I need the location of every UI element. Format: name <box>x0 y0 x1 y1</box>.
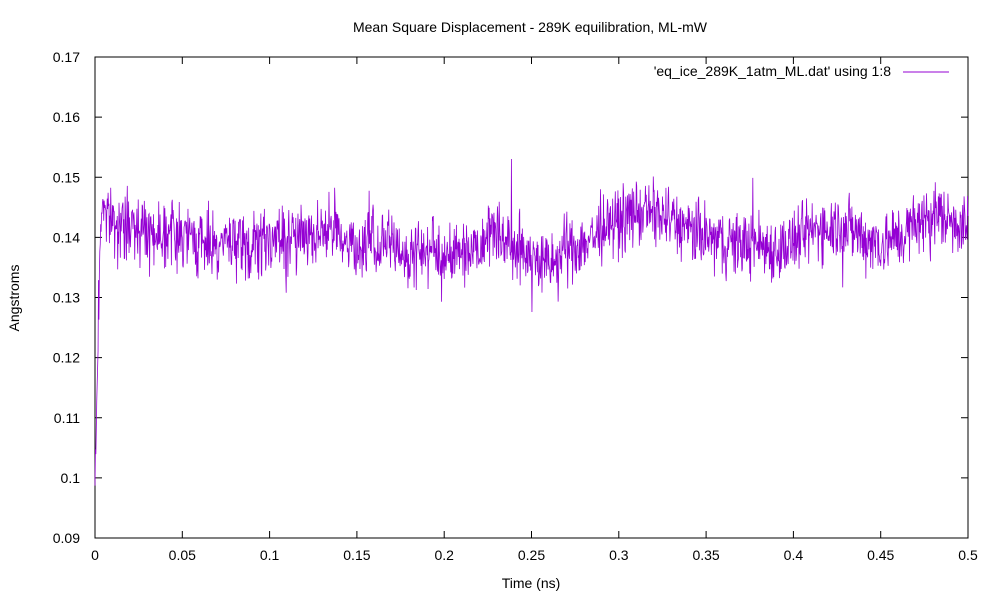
y-tick-label: 0.1 <box>61 470 81 486</box>
y-tick-label: 0.12 <box>53 350 80 366</box>
x-tick-label: 0.25 <box>518 547 545 563</box>
chart-title: Mean Square Displacement - 289K equilibr… <box>353 19 708 35</box>
x-tick-label: 0 <box>91 547 99 563</box>
x-tick-label: 0.1 <box>260 547 280 563</box>
y-tick-label: 0.17 <box>53 49 80 65</box>
x-tick-label: 0.05 <box>169 547 196 563</box>
series-line <box>94 159 969 486</box>
x-tick-label: 0.2 <box>434 547 454 563</box>
legend-label: 'eq_ice_289K_1atm_ML.dat' using 1:8 <box>654 63 892 79</box>
x-axis: 0 0.05 0.1 0.15 0.2 0.25 0.3 0.35 0.4 0.45 0.5 <box>91 57 978 563</box>
y-tick-label: 0.16 <box>53 109 80 125</box>
x-tick-label: 0.4 <box>784 547 804 563</box>
x-tick-label: 0.5 <box>958 547 978 563</box>
x-tick-label: 0.15 <box>343 547 370 563</box>
x-tick-label: 0.45 <box>867 547 894 563</box>
y-tick-label: 0.15 <box>53 169 80 185</box>
x-tick-label: 0.3 <box>609 547 629 563</box>
legend: 'eq_ice_289K_1atm_ML.dat' using 1:8 <box>654 63 949 79</box>
series-layer <box>94 159 969 486</box>
x-axis-label: Time (ns) <box>502 575 561 591</box>
x-tick-label: 0.35 <box>692 547 719 563</box>
y-axis: 0.09 0.1 0.11 0.12 0.13 0.14 0.15 0.16 0.17 <box>53 49 968 546</box>
y-tick-label: 0.11 <box>54 410 80 426</box>
y-tick-label: 0.14 <box>53 229 80 245</box>
y-axis-label: Angstroms <box>6 265 22 332</box>
y-tick-label: 0.09 <box>53 530 80 546</box>
y-tick-label: 0.13 <box>53 290 80 306</box>
